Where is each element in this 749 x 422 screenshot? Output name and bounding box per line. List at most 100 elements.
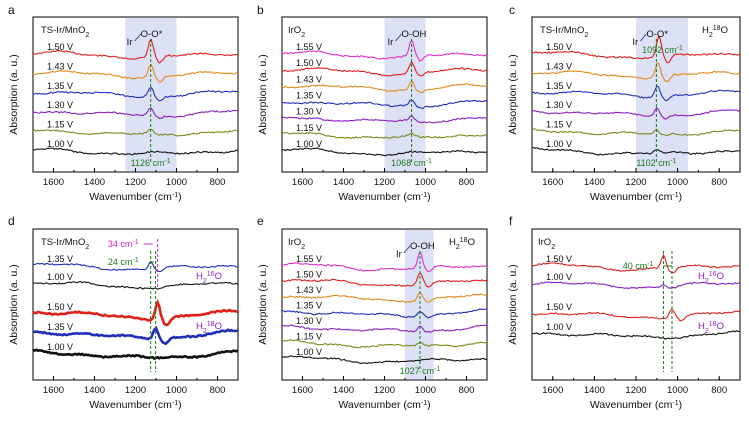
x-tick-label: 1400 <box>84 177 105 188</box>
series-label: 1.43 V <box>546 61 572 71</box>
series-line <box>281 291 488 303</box>
series-label: 1.43 V <box>296 285 322 295</box>
wavenumber-label: 1068 cm-1 <box>391 158 432 169</box>
x-tick-label: 800 <box>210 177 226 188</box>
x-axis-label-part: Wavenumber (cm <box>590 399 673 411</box>
series-line <box>532 330 740 340</box>
series-label: 1.35 V <box>47 254 73 264</box>
x-tick-label: 1400 <box>84 385 105 396</box>
highlight-band <box>636 18 688 171</box>
panel-title-2-part: 2 <box>456 244 460 251</box>
series-label: 1.35 V <box>296 91 322 101</box>
series-line <box>531 35 741 64</box>
x-tick-label: 1000 <box>166 177 187 188</box>
series-line <box>281 60 488 77</box>
series-label: 1.50 V <box>546 254 572 264</box>
series-label: 1.50 V <box>47 302 73 312</box>
panel-letter: e <box>257 214 264 228</box>
group-label: H216O <box>196 271 222 285</box>
series-line <box>32 63 239 83</box>
group-label-part: 18 <box>207 321 215 328</box>
series-line <box>32 261 239 273</box>
x-axis-label: Wavenumber (cm-1) <box>590 399 682 411</box>
series-label: 1.50 V <box>546 42 572 52</box>
series-label: 1.50 V <box>296 58 322 68</box>
series-line <box>531 308 741 322</box>
x-axis-label-part: Wavenumber (cm <box>338 399 421 411</box>
panel-title: IrO2 <box>288 25 305 39</box>
shift-label-34-part: -1 <box>132 239 138 246</box>
panel-title-part: 2 <box>85 32 89 39</box>
x-axis-label-part: Wavenumber (cm <box>590 191 673 203</box>
panel-title-2: H218O <box>702 25 728 39</box>
series-line <box>531 106 741 120</box>
series-label: 1.50 V <box>296 270 322 280</box>
wavenumber-label-part: -1 <box>426 158 432 165</box>
series-label: 1.00 V <box>546 272 572 282</box>
series-line <box>281 80 488 94</box>
x-tick-label: 1400 <box>333 385 354 396</box>
wavenumber-label-part: -1 <box>677 45 683 52</box>
x-tick-label: 1000 <box>415 385 436 396</box>
group-label-part: O <box>717 321 724 332</box>
panel-title-part: 2 <box>301 32 305 39</box>
series-label: 1.00 V <box>47 139 73 149</box>
series-label: 1.55 V <box>296 42 322 52</box>
wavenumber-label: 1126 cm-1 <box>131 158 171 169</box>
series-label: 1.30 V <box>546 100 572 110</box>
x-axis-label: Wavenumber (cm-1) <box>590 191 682 203</box>
bond-line <box>403 245 411 254</box>
x-tick-label: 800 <box>711 177 727 188</box>
panel-title: IrO2 <box>538 237 555 251</box>
panel-title-part: 2 <box>551 244 555 251</box>
panel-title-2-part: 18 <box>713 25 721 32</box>
annotation-bond: O-O* <box>141 29 163 40</box>
series-line <box>282 308 488 319</box>
panel-title: TS-Ir/MnO2 <box>41 25 89 39</box>
shift-label-40: 40 cm-1 <box>623 261 654 272</box>
shift-label-24: 24 cm-1 <box>108 257 139 268</box>
x-axis-label-part: ) <box>427 399 431 411</box>
group-label: H218O <box>196 321 222 335</box>
shift-label-34: 34 cm-1 <box>108 239 139 250</box>
x-tick-label: 1200 <box>125 177 146 188</box>
panel-title-part: IrO <box>288 25 301 36</box>
x-tick-label: 1600 <box>292 385 313 396</box>
group-label-part: 16 <box>709 271 717 278</box>
series-line <box>32 38 239 64</box>
series-line <box>32 325 239 346</box>
series-line <box>32 86 239 102</box>
annotation-ir: Ir <box>396 249 402 260</box>
x-axis-label-part: -1 <box>672 192 678 199</box>
x-axis-label-part: -1 <box>421 400 427 407</box>
x-tick-label: 1000 <box>415 177 436 188</box>
x-tick-label: 1200 <box>625 385 646 396</box>
x-axis-label-part: -1 <box>421 192 427 199</box>
x-tick-label: 1000 <box>667 177 688 188</box>
group-label-part: O <box>215 321 222 332</box>
panel-letter: c <box>509 3 515 17</box>
series-label: 1.30 V <box>296 107 322 117</box>
y-axis-label: Absorption (a. u.) <box>257 54 269 135</box>
series-label: 1.00 V <box>296 347 322 357</box>
shift-label-24-part: -1 <box>132 257 138 264</box>
x-tick-label: 1600 <box>542 177 563 188</box>
series-line <box>531 84 741 102</box>
y-axis-label: Absorption (a. u.) <box>507 54 519 135</box>
series-line <box>281 339 488 349</box>
panel-title-2-part: H <box>702 25 709 36</box>
series-label: 1.35 V <box>47 81 73 91</box>
panel-title-2: H218O <box>449 237 475 251</box>
panel-title: TS-Ir/MnO2 <box>41 237 89 251</box>
panel-title-part: TS-Ir/MnO <box>540 25 584 36</box>
panel-title-2-part: O <box>721 25 728 36</box>
x-axis-label-part: Wavenumber (cm <box>338 191 421 203</box>
wavenumber-label: 1092 cm-1 <box>642 45 683 56</box>
series-label: 1.43 V <box>47 61 73 71</box>
x-tick-label: 1600 <box>542 385 563 396</box>
group-label: H218O <box>698 321 724 335</box>
series-line <box>531 281 741 290</box>
shift-label-40-part: 40 cm <box>623 261 648 271</box>
series-label: 1.15 V <box>296 123 322 133</box>
